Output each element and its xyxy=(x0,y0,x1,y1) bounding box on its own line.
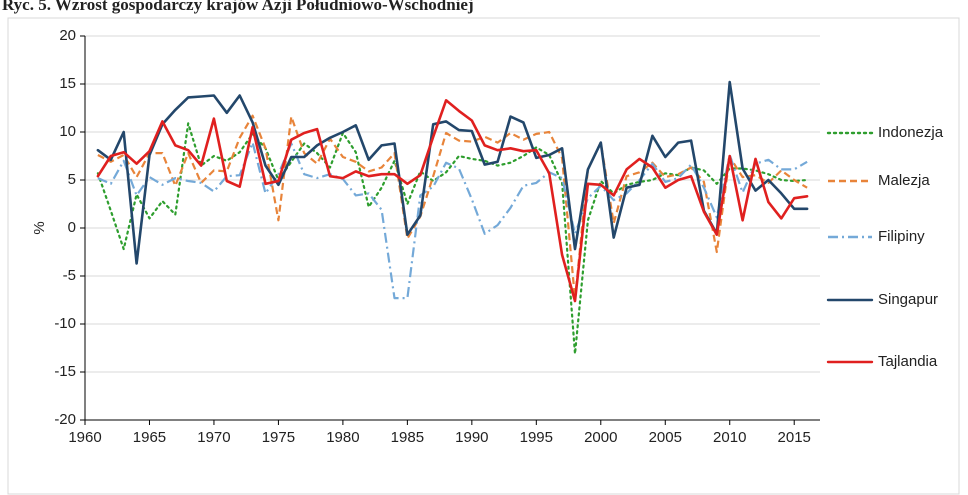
x-tick-label: 2015 xyxy=(778,429,811,446)
y-tick-label: 15 xyxy=(59,75,76,92)
x-tick-label: 2000 xyxy=(584,429,617,446)
y-tick-label: 20 xyxy=(59,27,76,44)
y-tick-label: -15 xyxy=(54,363,76,380)
x-tick-label: 1980 xyxy=(326,429,359,446)
x-tick-label: 2010 xyxy=(713,429,746,446)
legend-label: Indonezja xyxy=(878,124,944,141)
y-tick-label: 5 xyxy=(68,171,76,188)
series-line xyxy=(97,141,808,300)
legend-label: Tajlandia xyxy=(878,353,938,370)
x-tick-label: 1970 xyxy=(197,429,230,446)
x-tick-label: 1985 xyxy=(391,429,424,446)
chart-title: Ryc. 5. Wzrost gospodarczy krajów Azji P… xyxy=(2,0,474,14)
legend-label: Filipiny xyxy=(878,228,925,245)
y-tick-label: -10 xyxy=(54,315,76,332)
y-tick-label: 10 xyxy=(59,123,76,140)
legend-label: Singapur xyxy=(878,291,938,308)
series-line xyxy=(97,114,808,301)
legend-label: Malezja xyxy=(878,172,930,189)
chart-frame xyxy=(7,17,960,495)
y-axis-label: % xyxy=(31,221,48,234)
x-tick-label: 2005 xyxy=(649,429,682,446)
y-tick-label: 0 xyxy=(68,219,76,236)
x-tick-label: 1975 xyxy=(262,429,295,446)
series-line xyxy=(96,80,809,265)
x-tick-label: 1995 xyxy=(520,429,553,446)
x-tick-label: 1960 xyxy=(68,429,101,446)
series-line xyxy=(96,99,809,303)
x-tick-label: 1965 xyxy=(133,429,166,446)
x-tick-label: 1990 xyxy=(455,429,488,446)
y-tick-label: -5 xyxy=(63,267,76,284)
y-tick-label: -20 xyxy=(54,411,76,428)
